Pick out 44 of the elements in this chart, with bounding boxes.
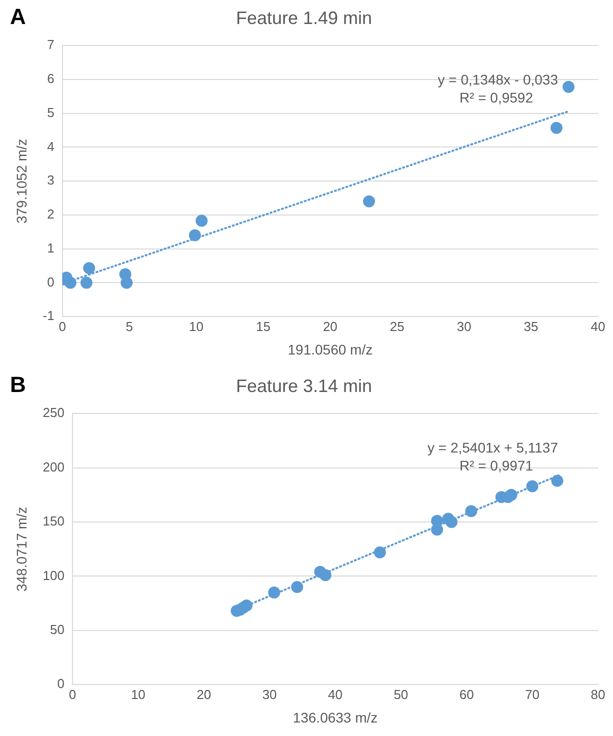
x-tick-label: 60 [459, 686, 474, 702]
x-tick-label: 25 [390, 318, 404, 334]
x-tick-label: 40 [590, 318, 606, 334]
y-tick-label: 100 [42, 568, 64, 583]
x-tick-label: 35 [524, 318, 538, 334]
annotation: R² = 0,9592 [459, 89, 534, 106]
x-tick-label: 50 [394, 686, 408, 702]
y-tick-label: 3 [47, 172, 54, 188]
y-axis-title: 379.1052 m/z [13, 138, 30, 224]
y-tick-label: 200 [42, 459, 64, 474]
chart-title: Feature 1.49 min [236, 8, 372, 28]
y-tick-label: 7 [47, 37, 54, 52]
text: B [10, 372, 26, 398]
x-tick-label: 15 [256, 318, 270, 334]
y-tick-label: 6 [47, 71, 54, 86]
x-axis-title: 191.0560 m/z [288, 341, 373, 358]
y-tick-label: 0 [57, 676, 64, 692]
y-tick-label: -1 [42, 308, 54, 324]
y-tick-label: 5 [47, 104, 54, 120]
y-tick-label: 150 [42, 514, 64, 529]
x-tick-label: 40 [328, 686, 342, 702]
x-tick-label: 30 [262, 686, 277, 702]
chart-title: Feature 3.14 min [236, 376, 372, 396]
x-tick-label: 70 [525, 686, 540, 702]
y-tick-label: 4 [47, 138, 54, 154]
y-tick-label: 2 [47, 206, 54, 222]
text: A [10, 4, 26, 30]
x-tick-label: 5 [126, 318, 133, 334]
x-tick-label: 80 [590, 686, 606, 702]
y-tick-label: 250 [42, 405, 64, 420]
y-tick-label: 50 [50, 622, 64, 637]
y-tick-label: 0 [47, 274, 54, 290]
x-axis-title: 136.0633 m/z [292, 709, 378, 726]
annotation: R² = 0,9971 [459, 457, 534, 474]
x-tick-label: 0 [68, 686, 76, 702]
y-tick-label: 1 [47, 240, 54, 256]
x-tick-label: 10 [130, 686, 146, 702]
x-tick-label: 30 [456, 318, 472, 334]
x-tick-label: 20 [322, 318, 338, 334]
x-tick-label: 10 [189, 318, 204, 334]
annotation: y = 0,1348x - 0,033 [438, 71, 558, 88]
x-tick-label: 20 [196, 686, 212, 702]
y-axis-title: 348.0717 m/z [13, 506, 30, 592]
annotation: y = 2,5401x + 5,1137 [427, 439, 558, 456]
